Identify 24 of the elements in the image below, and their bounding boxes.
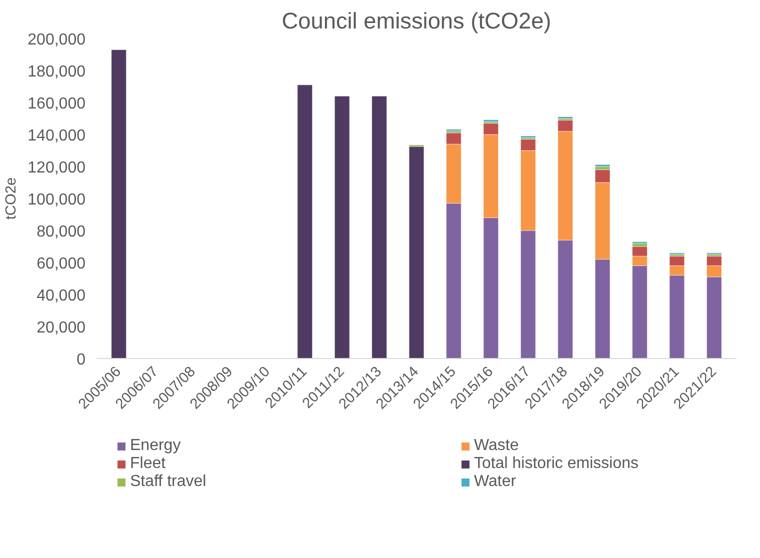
bar	[408, 146, 424, 358]
bar	[111, 49, 127, 358]
y-axis-title: tCO2e	[4, 177, 20, 220]
y-tick-label: 0	[76, 352, 86, 368]
legend-label: Energy	[130, 437, 182, 455]
bar	[372, 96, 387, 358]
y-tick-label: 120,000	[28, 160, 86, 176]
legend-label: Staff travel	[130, 473, 208, 491]
legend-label: Fleet	[130, 455, 167, 473]
bar	[297, 84, 313, 358]
y-tick-label: 180,000	[28, 64, 86, 80]
y-tick-label: 100,000	[28, 192, 86, 208]
bar	[334, 96, 350, 358]
y-tick-label: 140,000	[28, 128, 86, 144]
y-tick-label: 200,000	[28, 32, 86, 48]
y-tick-label: 60,000	[36, 256, 86, 272]
y-tick-label: 160,000	[28, 96, 86, 112]
legend-label: Waste	[474, 437, 520, 455]
y-tick-label: 40,000	[36, 288, 86, 304]
legend-label: Total historic emissions	[474, 455, 640, 473]
legend-label: Water	[474, 473, 518, 491]
chart-title: Council emissions (tCO2e)	[282, 8, 552, 34]
y-tick-label: 20,000	[36, 320, 86, 336]
y-tick-label: 80,000	[36, 224, 86, 240]
